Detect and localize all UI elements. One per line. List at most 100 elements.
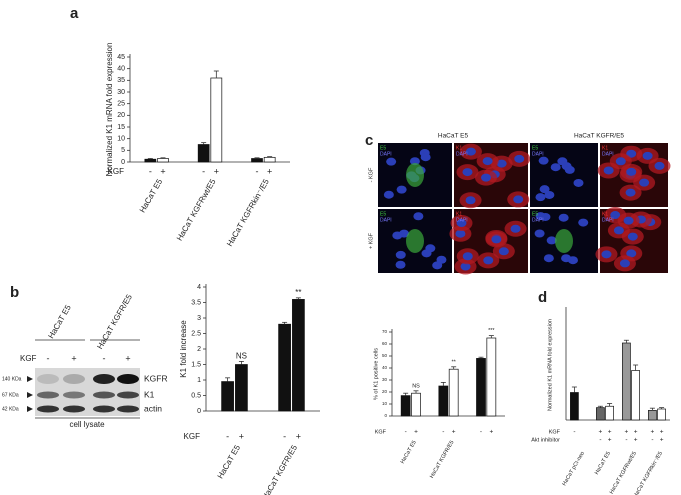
band-label: actin: [144, 403, 162, 413]
bar: [596, 407, 605, 421]
error-bar: [201, 142, 207, 145]
blot-group: HaCaT E5: [46, 303, 73, 340]
nucleus: [498, 247, 509, 256]
error-bar: [649, 407, 655, 411]
y-tick-label: 20: [382, 389, 388, 394]
row-mark: +: [608, 437, 612, 444]
panel-letter: c: [365, 132, 373, 149]
blot-group: HaCaT KGFR/E5: [95, 292, 134, 350]
y-axis-label: Normalized K1 mRNA fold expression: [547, 319, 553, 411]
nucleus: [539, 185, 550, 194]
row-mark: +: [660, 429, 664, 436]
nucleus: [654, 161, 665, 170]
nucleus: [513, 195, 524, 204]
nucleus: [482, 157, 493, 166]
row-mark: -: [202, 166, 205, 176]
nucleus: [395, 250, 406, 259]
y-tick-label: 10: [117, 136, 125, 143]
nucleus: [558, 213, 569, 222]
nucleus: [626, 249, 637, 258]
blot-band: [37, 391, 59, 399]
bar: [197, 144, 210, 163]
bar: [411, 392, 421, 417]
nucleus: [561, 254, 572, 263]
y-tick-label: 0: [384, 413, 387, 418]
nucleus: [578, 218, 589, 227]
row-label: KGF: [375, 429, 387, 435]
row-mark: -: [256, 166, 259, 176]
y-tick-label: 2: [197, 346, 201, 353]
error-bar: [659, 407, 665, 409]
error-bar: [607, 403, 613, 407]
panel-letter: d: [538, 289, 547, 306]
channel-label: DAPI: [380, 151, 392, 157]
blot-band: [117, 405, 139, 413]
y-tick-label: 45: [117, 54, 125, 61]
row-label: + KGF: [368, 232, 374, 249]
y-axis-label: % of K1 positive cells: [373, 348, 379, 400]
category-label: HaCaT KGFRwt/E5: [175, 177, 218, 242]
nucleus: [395, 260, 406, 269]
band-label: KGFR: [144, 373, 168, 383]
nucleus: [623, 216, 634, 225]
error-bar: [440, 381, 446, 386]
category-label: HaCaT KGFRkin⁻/E5: [225, 177, 271, 248]
error-bar: [451, 366, 457, 370]
lane-label: -: [103, 353, 106, 363]
nucleus: [480, 173, 491, 182]
nucleus: [603, 166, 614, 175]
row-mark: -: [405, 429, 407, 436]
nucleus: [436, 255, 447, 264]
bar: [648, 410, 657, 421]
y-tick-label: 1.5: [191, 361, 201, 368]
significance: ***: [488, 328, 495, 334]
nucleus: [514, 154, 525, 163]
lane-label: +: [71, 353, 76, 363]
y-tick-label: 5: [121, 147, 125, 154]
nucleus: [462, 252, 473, 261]
channel-label: K1: [456, 211, 462, 217]
row-mark: +: [414, 429, 418, 436]
row-mark: +: [239, 431, 244, 441]
nucleus: [538, 156, 549, 165]
lane-label: -: [47, 353, 50, 363]
blot-band: [37, 405, 59, 413]
error-bar: [147, 158, 153, 160]
treatment-label: KGF: [20, 354, 37, 363]
nucleus: [613, 226, 624, 235]
y-tick-label: 0: [121, 159, 125, 166]
nucleus: [386, 157, 397, 166]
error-bar: [488, 335, 494, 338]
row-mark: -: [651, 437, 653, 444]
nucleus: [535, 212, 546, 221]
y-tick-label: 0: [197, 408, 201, 415]
error-bar: [623, 339, 629, 343]
channel-label: E5: [380, 145, 386, 151]
panel-letter: b: [10, 284, 19, 301]
error-bar: [295, 297, 301, 300]
y-tick-label: 20: [117, 112, 125, 119]
y-tick-label: 60: [382, 341, 388, 346]
category-label: HaCaT E5: [138, 177, 165, 214]
row-mark: +: [599, 429, 603, 436]
column-header: HaCaT E5: [438, 133, 469, 140]
nucleus: [455, 229, 466, 238]
blot-band: [63, 391, 85, 399]
mw-marker: 42 KDa: [2, 406, 19, 412]
nucleus: [619, 259, 630, 268]
error-bar: [254, 157, 260, 159]
e5-stain: [406, 163, 424, 187]
significance: NS: [236, 352, 247, 361]
bar: [210, 77, 223, 163]
error-bar: [225, 377, 231, 382]
category-label: HaCaT pCI-neo: [562, 451, 586, 487]
nucleus: [610, 211, 621, 220]
channel-label: E5: [532, 145, 538, 151]
blot-caption: cell lysate: [69, 420, 105, 429]
row-mark: +: [634, 437, 638, 444]
significance: **: [295, 288, 301, 297]
nucleus: [534, 229, 545, 238]
blot-band: [93, 391, 115, 399]
nucleus: [627, 232, 638, 241]
